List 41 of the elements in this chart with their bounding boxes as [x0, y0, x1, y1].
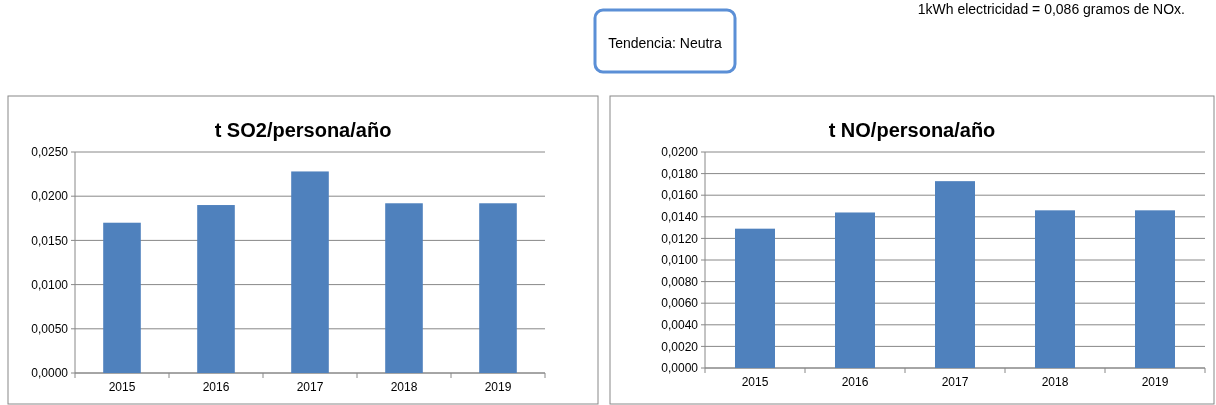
y-tick-label: 0,0060 — [661, 296, 699, 311]
y-tick-label: 0,0100 — [31, 277, 69, 292]
bar — [735, 228, 775, 368]
x-tick-label: 2017 — [941, 375, 969, 389]
x-tick-label: 2016 — [841, 375, 869, 389]
y-tick-label: 0,0250 — [31, 145, 69, 160]
x-tick-label: 2015 — [108, 380, 136, 394]
bar — [291, 171, 329, 373]
y-tick-label: 0,0080 — [661, 274, 699, 289]
y-tick-label: 0,0040 — [661, 318, 699, 332]
y-tick-label: 0,0200 — [31, 189, 69, 204]
x-tick-label: 2018 — [1041, 375, 1069, 389]
y-tick-label: 0,0160 — [661, 188, 699, 203]
text: Tendencia: Neutra — [608, 34, 723, 51]
y-tick-label: 0,0180 — [661, 166, 699, 181]
chart-title: t NO/persona/año — [828, 119, 996, 141]
bar — [835, 212, 875, 368]
y-tick-label: 0,0020 — [661, 339, 699, 354]
bar — [103, 222, 141, 373]
x-tick-label: 2018 — [390, 380, 418, 394]
bar — [1035, 210, 1075, 368]
bar — [935, 181, 975, 368]
x-tick-label: 2017 — [296, 380, 324, 394]
x-tick-label: 2019 — [1141, 375, 1169, 389]
y-tick-label: 0,0000 — [661, 361, 699, 376]
x-tick-label: 2016 — [202, 380, 230, 394]
bar — [479, 203, 517, 373]
y-tick-label: 0,0000 — [31, 366, 69, 381]
y-tick-label: 0,0200 — [661, 145, 699, 160]
x-tick-label: 2015 — [741, 375, 769, 389]
y-tick-label: 0,0120 — [661, 231, 699, 246]
y-tick-label: 0,0140 — [661, 210, 699, 224]
y-tick-label: 0,0100 — [661, 253, 699, 268]
bar — [385, 203, 423, 373]
bar — [197, 205, 235, 373]
y-tick-label: 0,0150 — [31, 233, 69, 248]
bar — [1135, 210, 1175, 368]
x-tick-label: 2019 — [484, 380, 512, 394]
chart-title: t SO2/persona/año — [214, 119, 392, 141]
text: 1kWh electricidad = 0,086 gramos de NOx. — [917, 1, 1185, 17]
y-tick-label: 0,0050 — [31, 322, 69, 336]
